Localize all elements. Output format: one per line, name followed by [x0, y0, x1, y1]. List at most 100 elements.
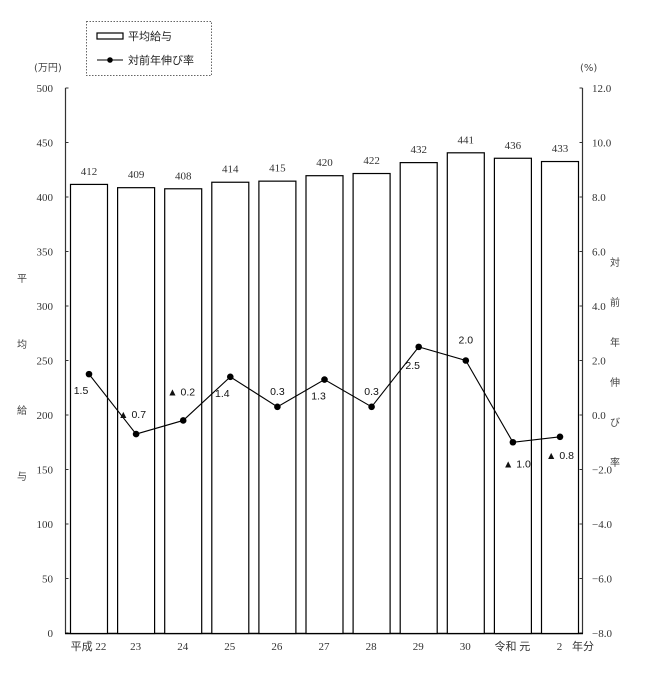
- svg-text:与: 与: [17, 471, 27, 483]
- svg-text:対: 対: [610, 256, 620, 269]
- bar-value-label: 415: [269, 163, 286, 175]
- legend: 平均給与 対前年伸び率: [86, 21, 212, 76]
- bar-series: [69, 152, 580, 635]
- right-axis-unit: (%): [580, 63, 597, 74]
- x-tick-label: 2: [557, 641, 563, 653]
- x-tick-label: 26: [271, 641, 283, 653]
- legend-label-growth-rate: 対前年伸び率: [128, 53, 194, 67]
- bar-value-label: 422: [363, 155, 380, 167]
- left-axis-unit: (万円): [34, 63, 62, 74]
- bar: [116, 187, 156, 635]
- svg-text:率: 率: [610, 456, 620, 469]
- bar: [540, 160, 580, 635]
- left-tick-label: 400: [37, 192, 54, 204]
- right-tick-label: 4.0: [592, 301, 606, 313]
- x-tick-label: 平成 22: [71, 640, 107, 653]
- svg-text:前: 前: [610, 296, 620, 309]
- line-value-label: 2.0: [458, 335, 473, 347]
- left-axis: 0 50 100 150 200 250 300 350 400 450 500: [37, 83, 69, 640]
- bar: [352, 172, 391, 635]
- line-series: 1.5 ▲ 0.7 ▲ 0.2 1.4 0.3 1.3 0.3 2.5 2.0 ▲ 1.0 ▲ 0.…: [74, 335, 574, 471]
- bar-value-label: 420: [316, 157, 333, 169]
- right-tick-label: −4.0: [592, 519, 612, 531]
- bar-value-label: 409: [128, 169, 145, 181]
- left-tick-label: 250: [37, 356, 54, 368]
- bar: [305, 175, 344, 635]
- right-tick-label: 6.0: [592, 247, 606, 259]
- line-point: [227, 373, 234, 381]
- bar: [399, 162, 438, 635]
- x-tick-label: 30: [460, 641, 472, 653]
- line-point: [179, 417, 187, 424]
- left-axis-title: 平均給与: [17, 274, 27, 483]
- bar-value-label: 436: [505, 140, 522, 152]
- line-value-label: 1.4: [215, 388, 230, 400]
- legend-bar-entry: 平均給与: [96, 29, 172, 43]
- bar-value-label: 412: [81, 166, 98, 178]
- left-tick-label: 500: [37, 83, 54, 95]
- x-axis-labels: 平成 22 23 24 25 26 27 28 29 30 令和 元 2 年分: [71, 639, 594, 653]
- x-tick-label: 25: [224, 641, 236, 653]
- line-point: [556, 433, 564, 441]
- left-tick-label: 450: [37, 138, 54, 150]
- line-point: [462, 357, 470, 364]
- bar-value-label: 433: [552, 143, 569, 155]
- line-point: [415, 343, 423, 351]
- x-tick-label: 23: [130, 641, 142, 653]
- left-tick-label: 300: [37, 301, 54, 313]
- left-tick-label: 50: [42, 574, 54, 586]
- line-value-label: ▲ 0.7: [118, 409, 146, 421]
- bar: [164, 188, 203, 635]
- right-tick-label: 0.0: [592, 410, 606, 422]
- line-value-label: 0.3: [364, 386, 379, 398]
- svg-text:平: 平: [17, 274, 27, 285]
- right-axis-title: 対前年伸び率: [610, 256, 620, 469]
- line-point: [321, 376, 328, 383]
- svg-text:年: 年: [610, 336, 620, 349]
- bar-value-labels: 412 409 408 414 415 420 422 432 441 436 433: [81, 134, 569, 182]
- line-value-label: ▲ 1.0: [503, 458, 531, 470]
- svg-text:給: 給: [17, 404, 27, 417]
- line-point: [509, 438, 517, 446]
- line-point: [274, 403, 281, 411]
- bar-value-label: 408: [175, 170, 192, 182]
- x-tick-label: 28: [366, 641, 378, 653]
- right-axis: −8.0 −6.0 −4.0 −2.0 0.0 2.0 4.0 6.0 8.0 10.0 12.0: [579, 83, 612, 640]
- left-tick-label: 100: [37, 519, 54, 531]
- svg-text:び: び: [610, 417, 620, 429]
- x-tick-label: 29: [413, 641, 425, 653]
- bar-value-label: 432: [410, 144, 427, 156]
- bar-value-label: 441: [458, 134, 475, 146]
- line-value-label: 1.5: [74, 385, 89, 397]
- right-tick-label: 2.0: [592, 356, 606, 368]
- line-value-label: ▲ 0.2: [167, 386, 195, 398]
- right-tick-label: −8.0: [592, 628, 612, 640]
- bar: [493, 157, 532, 635]
- line-point: [85, 370, 93, 378]
- svg-text:伸: 伸: [610, 377, 620, 389]
- left-tick-label: 150: [37, 465, 54, 477]
- left-tick-label: 200: [37, 410, 54, 422]
- legend-line-entry: 対前年伸び率: [97, 53, 194, 67]
- bar-value-label: 414: [222, 164, 239, 176]
- x-tick-label: 27: [319, 641, 331, 653]
- line-value-label: 0.3: [270, 386, 285, 398]
- x-tick-label: 令和 元: [495, 639, 531, 653]
- legend-bar-swatch: [96, 32, 124, 40]
- line-value-label: ▲ 0.8: [546, 450, 574, 462]
- right-tick-label: 8.0: [592, 192, 606, 204]
- bar: [211, 181, 250, 635]
- line-point: [132, 430, 140, 438]
- right-tick-label: −2.0: [592, 465, 612, 477]
- svg-text:均: 均: [17, 339, 27, 351]
- legend-label-salary: 平均給与: [128, 29, 172, 43]
- line-value-label: 2.5: [405, 360, 420, 372]
- left-tick-label: 0: [48, 628, 54, 640]
- right-tick-label: −6.0: [592, 574, 612, 586]
- x-tick-label: 24: [177, 641, 189, 653]
- left-tick-label: 350: [37, 247, 54, 259]
- bar: [69, 183, 109, 635]
- right-tick-label: 10.0: [592, 138, 612, 150]
- legend-line-marker-icon: [107, 57, 113, 63]
